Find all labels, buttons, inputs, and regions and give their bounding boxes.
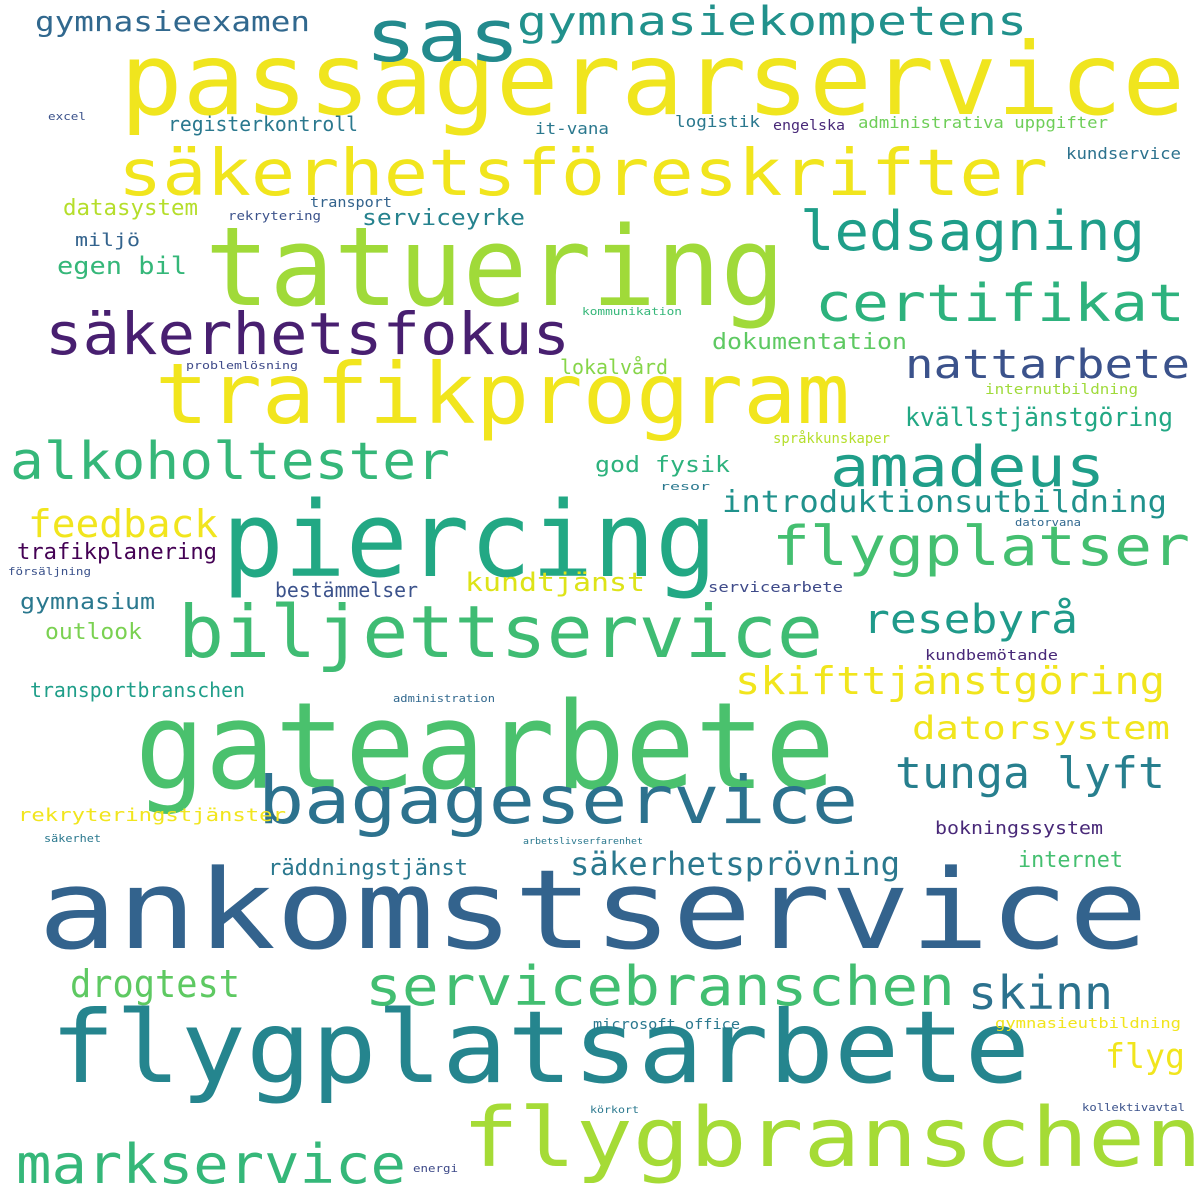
word-säkerhetsföreskrifter: säkerhetsföreskrifter (118, 137, 1048, 211)
word-transport: transport (310, 195, 392, 211)
word-sas: sas (365, 0, 520, 78)
word-försäljning: försäljning (8, 565, 91, 578)
word-flyg: flyg (1105, 1037, 1185, 1077)
word-passagerarservice: passagerarservice (120, 21, 1185, 138)
word-engelska: engelska (773, 118, 845, 134)
word-kundservice: kundservice (1066, 144, 1181, 163)
word-biljettservice: biljettservice (178, 590, 823, 674)
word-serviceyrke: serviceyrke (362, 206, 525, 231)
word-resebyrå: resebyrå (863, 597, 1078, 643)
word-datorvana: datorvana (1015, 516, 1081, 529)
word-microsoft-office: microsoft office (593, 1017, 740, 1033)
word-piercing: piercing (222, 479, 717, 601)
word-miljö: miljö (75, 230, 140, 251)
word-rekryteringstjänster: rekryteringstjänster (18, 805, 286, 826)
word-feedback: feedback (28, 502, 218, 546)
word-introduktionsutbildning: introduktionsutbildning (722, 485, 1167, 520)
word-gymnasieutbildning: gymnasieutbildning (995, 1016, 1181, 1032)
word-administrativa-uppgifter: administrativa uppgifter (858, 113, 1108, 132)
word-skinn: skinn (968, 966, 1113, 1020)
word-kollektivavtal: kollektivavtal (1082, 1101, 1185, 1114)
word-problemlösning: problemlösning (186, 359, 298, 372)
word-säkerhetsprövning: säkerhetsprövning (570, 845, 900, 883)
word-flygplatsarbete: flygplatsarbete (50, 989, 1030, 1106)
word-ankomstservice: ankomstservice (38, 846, 1148, 974)
word-alkoholtester: alkoholtester (10, 432, 450, 492)
word-dokumentation: dokumentation (712, 330, 907, 355)
word-markservice: markservice (16, 1133, 406, 1196)
word-servicebranschen: servicebranschen (365, 955, 955, 1018)
word-skifttjänstgöring: skifttjänstgöring (735, 659, 1165, 703)
word-god-fysik: god fysik (595, 453, 730, 478)
word-trafikplanering: trafikplanering (17, 540, 217, 565)
word-kundtjänst: kundtjänst (465, 568, 645, 598)
word-bestämmelser: bestämmelser (275, 578, 418, 602)
word-arbetslivserfarenhet: arbetslivserfarenhet (523, 837, 643, 847)
word-körkort: körkort (590, 1105, 639, 1116)
word-språkkunskaper: språkkunskaper (773, 431, 890, 447)
word-säkerhet: säkerhet (44, 832, 101, 845)
word-certifikat: certifikat (815, 274, 1185, 334)
word-it-vana: it-vana (535, 119, 609, 138)
word-lokalvård: lokalvård (560, 355, 668, 379)
word-registerkontroll: registerkontroll (168, 112, 358, 136)
word-säkerhetsfokus: säkerhetsfokus (45, 300, 570, 368)
word-excel: excel (48, 110, 86, 123)
word-internet: internet (1018, 848, 1123, 873)
word-ledsagning: ledsagning (800, 200, 1145, 263)
word-kundbemötande: kundbemötande (925, 648, 1058, 664)
word-energi: energi (413, 1162, 458, 1175)
word-egen-bil: egen bil (57, 252, 187, 280)
word-nattarbete: nattarbete (905, 342, 1190, 388)
word-bokningssystem: bokningssystem (935, 818, 1103, 839)
word-datasystem: datasystem (63, 196, 198, 221)
word-flygbranschen: flygbranschen (462, 1091, 1200, 1186)
word-flygplatser: flygplatser (772, 515, 1190, 578)
word-gatearbete: gatearbete (135, 678, 835, 817)
word-resor: resor (660, 480, 710, 493)
word-amadeus: amadeus (830, 435, 1105, 500)
word-gymnasium: gymnasium (20, 590, 155, 615)
word-outlook: outlook (45, 620, 142, 645)
word-bagageservice: bagageservice (258, 762, 858, 839)
word-logistik: logistik (675, 112, 760, 131)
word-kommunikation: kommunikation (582, 305, 682, 318)
word-tatuering: tatuering (205, 203, 785, 331)
word-servicearbete: servicearbete (708, 580, 843, 596)
word-trafikprogram: trafikprogram (155, 345, 850, 443)
word-tunga-lyft: tunga lyft (895, 748, 1165, 799)
word-gymnasieexamen: gymnasieexamen (35, 5, 310, 38)
word-internutbildning: internutbildning (985, 382, 1138, 398)
word-gymnasiekompetens: gymnasiekompetens (517, 0, 1027, 45)
word-datorsystem: datorsystem (912, 709, 1170, 747)
word-räddningstjänst: räddningstjänst (268, 856, 468, 881)
word-drogtest: drogtest (70, 962, 240, 1006)
word-kvällstjänstgöring: kvällstjänstgöring (905, 403, 1173, 433)
word-rekrytering: rekrytering (228, 209, 321, 223)
word-transportbranschen: transportbranschen (30, 678, 245, 702)
word-administration: administration (393, 692, 495, 705)
